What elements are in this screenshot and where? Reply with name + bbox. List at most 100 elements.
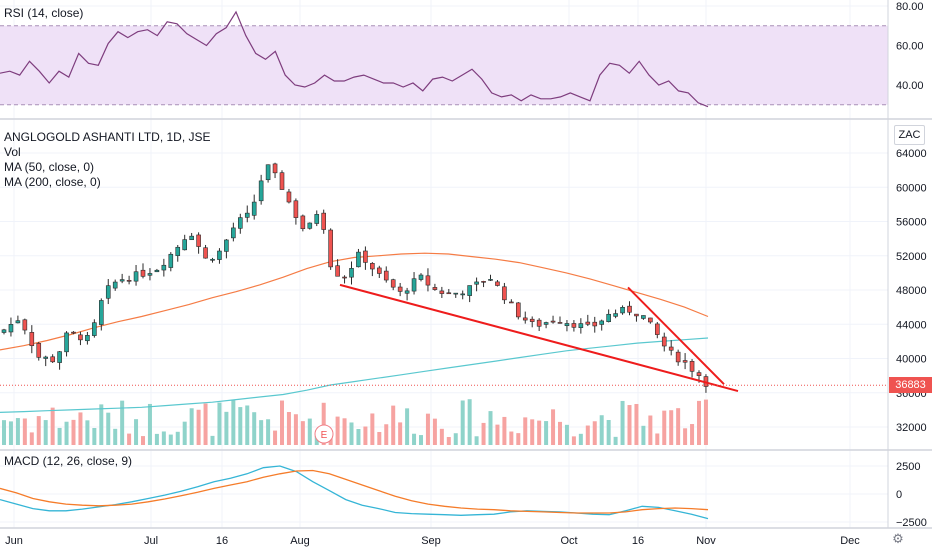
- candle-body: [515, 302, 521, 318]
- volume-bar: [29, 432, 34, 445]
- volume-bar: [217, 402, 222, 445]
- candle-body: [509, 301, 514, 304]
- volume-bar: [690, 424, 695, 445]
- candle-body: [404, 290, 410, 294]
- candle-body: [57, 351, 62, 363]
- candle-body: [231, 227, 236, 239]
- volume-bar: [356, 429, 361, 445]
- candle-body: [495, 281, 500, 286]
- volume-bar: [398, 422, 403, 445]
- volume-bar: [210, 435, 215, 445]
- volume-bar: [662, 410, 667, 445]
- candle-body: [439, 290, 445, 294]
- volume-bar: [655, 433, 660, 445]
- ma50-line: [0, 252, 709, 351]
- volume-bar: [224, 411, 229, 445]
- volume-bar: [613, 436, 618, 445]
- volume-bar: [676, 408, 681, 445]
- volume-bar: [245, 405, 250, 445]
- macd-label: MACD (12, 26, close, 9): [4, 454, 132, 468]
- earnings-marker[interactable]: E: [314, 424, 334, 444]
- volume-bar: [189, 408, 194, 445]
- candle-body: [307, 222, 313, 229]
- volume-bar: [502, 416, 507, 445]
- volume-bar: [15, 418, 20, 445]
- chart-title: ANGLOGOLD ASHANTI LTD, 1D, JSE: [4, 130, 211, 144]
- candle-body: [64, 332, 69, 353]
- volume-bar: [703, 399, 708, 445]
- volume-bar: [592, 421, 597, 445]
- price-tick-label: 32000: [896, 422, 927, 434]
- candle-body: [453, 292, 459, 295]
- candle-body: [29, 332, 35, 347]
- x-tick-label: Jun: [5, 535, 23, 547]
- candle-body: [161, 264, 167, 271]
- volume-bar: [488, 411, 493, 445]
- candle-body: [133, 271, 139, 282]
- candle-body: [627, 305, 632, 313]
- volume-bar: [113, 428, 118, 445]
- candle-body: [397, 286, 403, 292]
- macd-tick-label: 0: [896, 489, 902, 501]
- candle-body: [370, 263, 375, 270]
- volume-bar: [134, 419, 139, 445]
- ma200-line: [0, 337, 709, 413]
- x-tick-label: Dec: [840, 535, 860, 547]
- volume-bar: [280, 400, 284, 445]
- volume-bar: [544, 421, 549, 445]
- candle-body: [15, 320, 21, 324]
- candle-body: [293, 200, 299, 218]
- price-tick-label: 60000: [896, 182, 927, 194]
- volume-bar: [314, 435, 319, 445]
- volume-bar: [307, 418, 312, 445]
- candle-body: [599, 320, 605, 325]
- volume-bar: [300, 421, 305, 445]
- candle-body: [564, 323, 570, 327]
- candle-body: [321, 212, 327, 230]
- candle-body: [349, 268, 354, 278]
- volume-bar: [495, 424, 500, 445]
- volume-bar: [168, 434, 173, 445]
- candle-body: [550, 320, 556, 323]
- candle-body: [71, 331, 76, 334]
- candle-body: [634, 313, 639, 317]
- volume-bar: [286, 412, 291, 445]
- candle-body: [265, 164, 271, 181]
- candle-body: [661, 336, 667, 347]
- x-tick-label: Nov: [696, 535, 716, 547]
- candle-body: [592, 321, 598, 327]
- candle-body: [8, 324, 14, 333]
- candle-body: [154, 269, 160, 273]
- macd-line: [0, 465, 709, 520]
- rsi-pane: [0, 10, 888, 108]
- price-tick-label: 44000: [896, 319, 927, 331]
- gear-icon[interactable]: ⚙: [892, 531, 904, 546]
- candle-body: [224, 239, 229, 252]
- volume-bar: [321, 402, 326, 445]
- currency-scale-button[interactable]: ZAC: [894, 125, 925, 145]
- rsi-tick-label: 40.00: [896, 80, 924, 92]
- candle-body: [300, 215, 306, 230]
- trendline-resistance: [627, 286, 725, 385]
- volume-bar: [558, 421, 562, 445]
- last-price-badge: 36883: [889, 377, 932, 393]
- volume-bar: [432, 418, 437, 445]
- candle-body: [668, 346, 674, 351]
- candle-body: [356, 251, 361, 268]
- candle-body: [258, 180, 264, 202]
- candle-body: [119, 279, 125, 282]
- volume-bar: [384, 424, 389, 445]
- volume-bar: [564, 424, 569, 445]
- macd-tick-label: 2500: [896, 461, 920, 473]
- candle-body: [251, 201, 257, 216]
- volume-bar: [43, 420, 48, 445]
- candle-body: [328, 229, 333, 268]
- candle-body: [335, 265, 340, 277]
- volume-bar: [467, 399, 472, 445]
- candle-body: [175, 246, 181, 256]
- candle-body: [390, 279, 396, 288]
- volume-bar: [78, 412, 83, 445]
